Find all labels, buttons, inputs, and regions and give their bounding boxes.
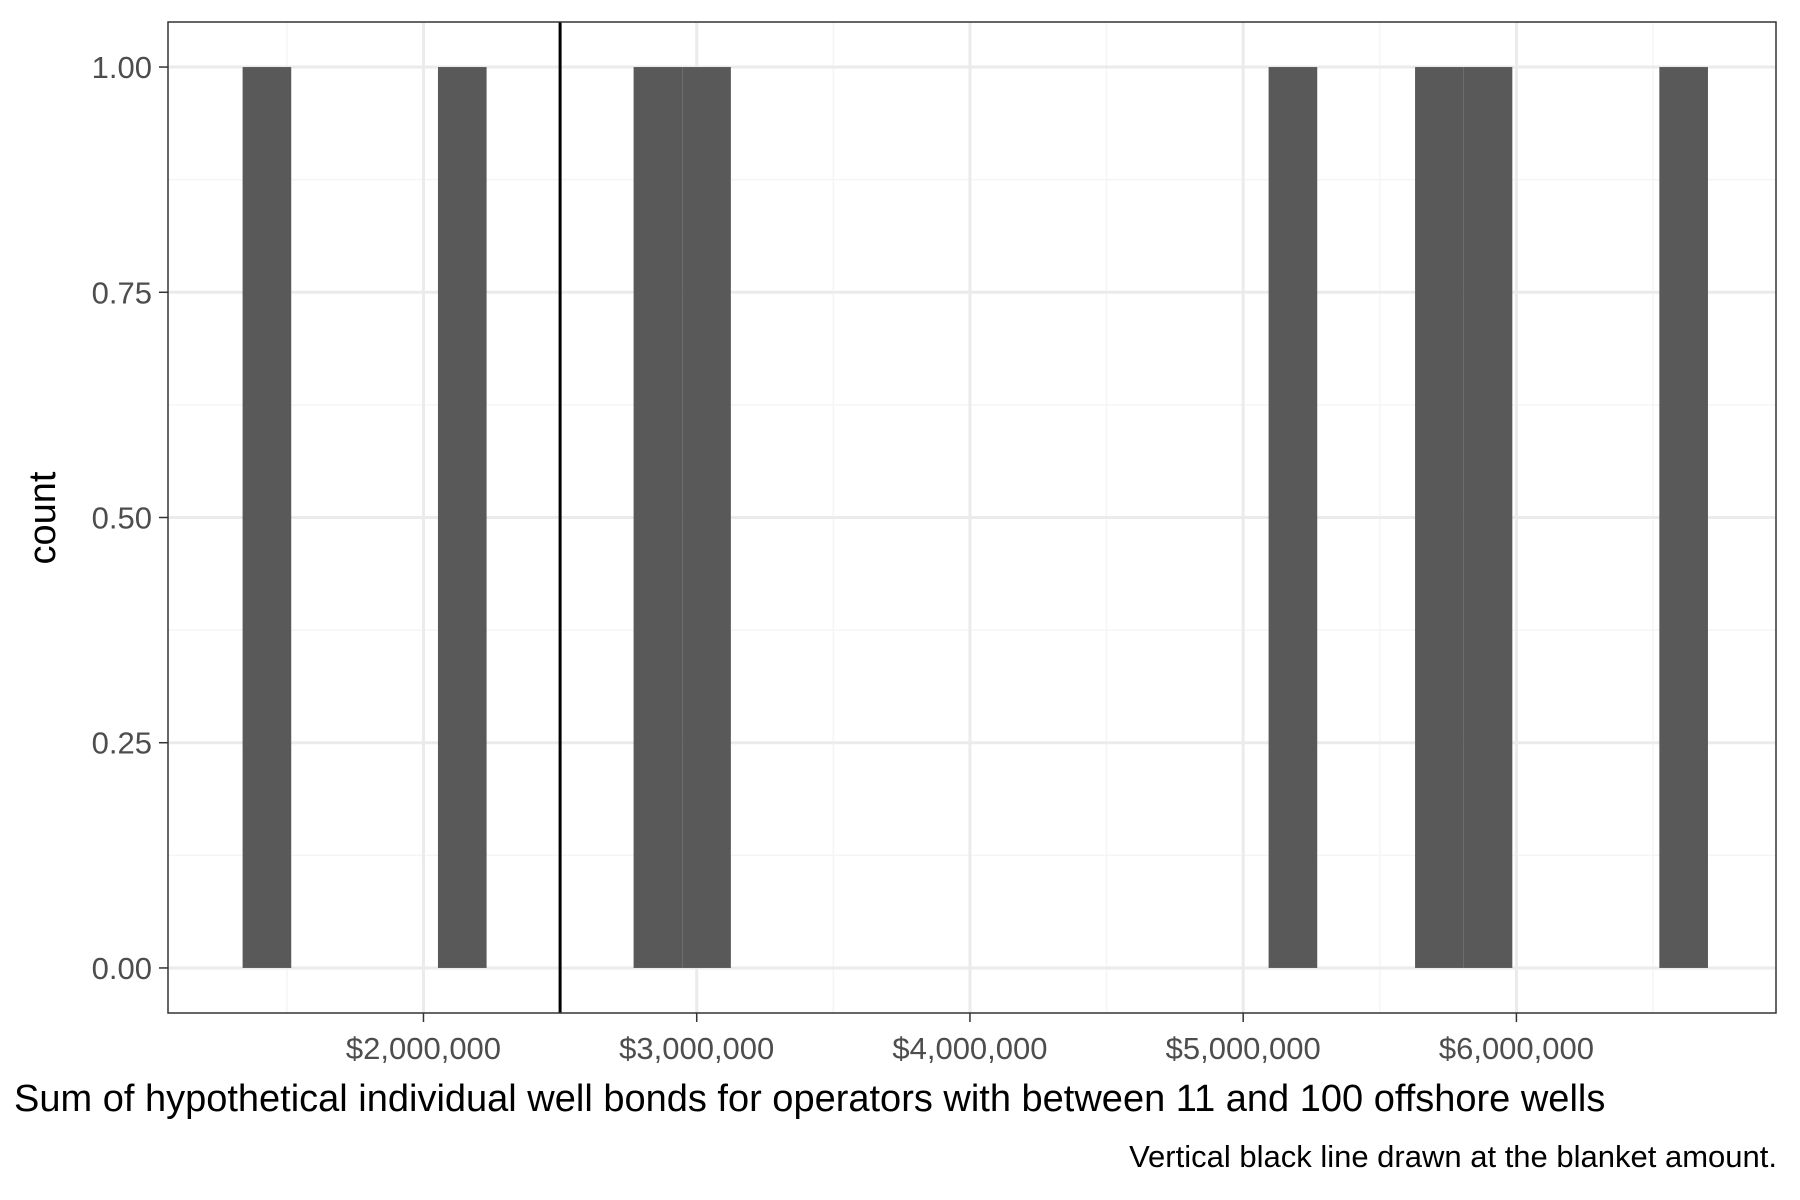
x-tick-label: $3,000,000 [619, 1031, 774, 1066]
tick-labels: $2,000,000 $3,000,000 $4,000,000 $5,000,000… [92, 50, 1594, 1066]
chart-caption: Vertical black line drawn at the blanket… [1129, 1139, 1777, 1174]
x-tick-label: $2,000,000 [346, 1031, 501, 1066]
histogram-bars [242, 67, 1708, 968]
histogram-bar-4 [682, 67, 731, 968]
y-tick-label: 0.50 [92, 501, 152, 536]
x-tick-label: $6,000,000 [1439, 1031, 1594, 1066]
histogram-bar-5 [1268, 67, 1318, 968]
axis-ticks [159, 66, 1518, 1022]
y-axis-title: count [22, 471, 64, 564]
x-tick-label: $5,000,000 [1166, 1031, 1321, 1066]
histogram-bar-3 [633, 67, 683, 968]
histogram-bar-7 [1463, 67, 1513, 968]
histogram-bar-6 [1415, 67, 1464, 968]
y-tick-label: 0.25 [92, 726, 152, 761]
y-tick-label: 1.00 [92, 50, 152, 85]
histogram-bar-1 [242, 67, 292, 968]
x-axis-title: Sum of hypothetical individual well bond… [14, 1078, 1605, 1120]
x-tick-label: $4,000,000 [892, 1031, 1047, 1066]
histogram-bar-8 [1659, 67, 1708, 968]
y-tick-label: 0.00 [92, 951, 152, 986]
histogram-bar-2 [437, 67, 487, 968]
y-tick-label: 0.75 [92, 275, 152, 310]
